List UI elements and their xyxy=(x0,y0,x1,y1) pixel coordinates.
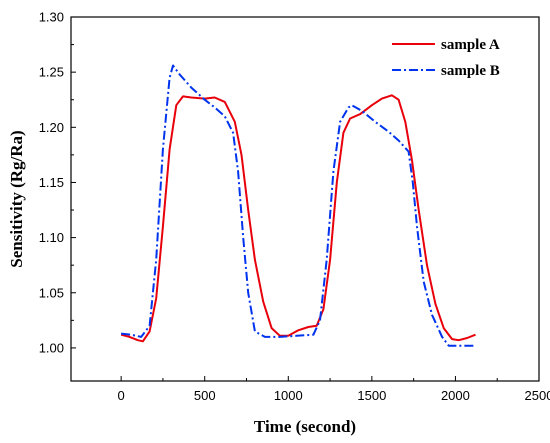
y-tick-label-6: 1.30 xyxy=(39,10,64,25)
plot-frame xyxy=(70,16,540,382)
y-tick-label-5: 1.25 xyxy=(39,65,64,80)
legend-label-sample-a: sample A xyxy=(441,37,500,53)
legend-label-sample-b: sample B xyxy=(441,63,500,79)
y-tick-label-1: 1.05 xyxy=(39,285,64,300)
y-tick-label-3: 1.15 xyxy=(39,175,64,190)
y-axis-title: Sensitivity (Rg/Ra) xyxy=(7,130,26,267)
x-tick-label-1000: 1000 xyxy=(274,388,303,403)
y-tick-label-4: 1.20 xyxy=(39,120,64,135)
legend: sample A sample B xyxy=(392,37,500,79)
x-axis-title: Time (second) xyxy=(254,417,356,436)
x-tick-label-2500: 2500 xyxy=(525,388,550,403)
y-tick-label-2: 1.10 xyxy=(39,230,64,245)
x-tick-label-2000: 2000 xyxy=(441,388,470,403)
x-tick-label-500: 500 xyxy=(194,388,216,403)
x-tick-label-0: 0 xyxy=(118,388,125,403)
x-tick-label-1500: 1500 xyxy=(357,388,386,403)
series-layer xyxy=(120,64,476,347)
series-line-sample-a xyxy=(120,94,476,343)
ticks-layer: 0 500 1000 1500 2000 2500 1.00 1.05 1.10 1.15 1.20… xyxy=(39,10,550,404)
y-tick-label-0: 1.00 xyxy=(39,340,64,355)
series-line-sample-b xyxy=(120,64,476,347)
